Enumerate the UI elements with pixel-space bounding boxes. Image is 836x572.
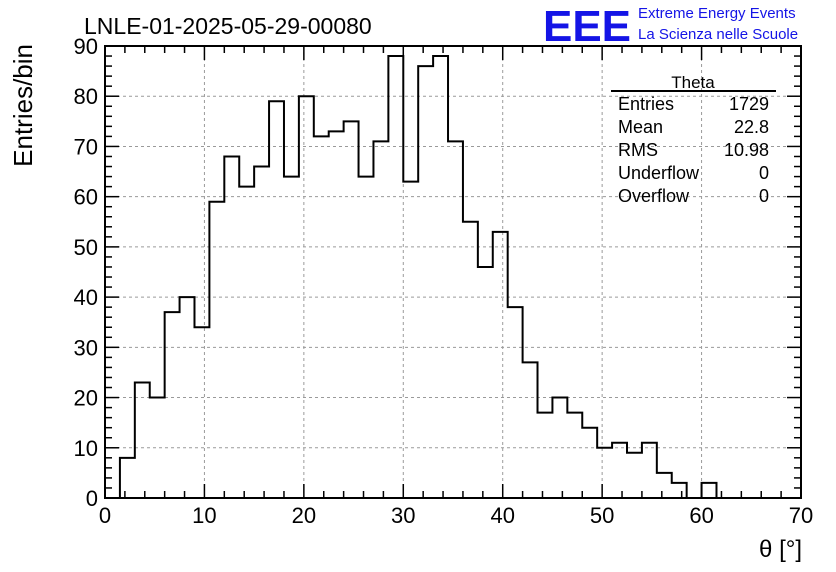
y-tick-label: 80 <box>74 84 98 109</box>
y-axis-label: Entries/bin <box>8 44 38 167</box>
stats-row-value: 22.8 <box>734 117 769 137</box>
stats-row-value: 1729 <box>729 94 769 114</box>
y-tick-label: 70 <box>74 134 98 159</box>
x-axis-label: θ [°] <box>759 536 802 563</box>
stats-rows: Entries 1729 Mean 22.8 RMS 10.98 Underflow 0 Ove… <box>618 94 769 206</box>
stats-row-label: Underflow <box>618 163 700 183</box>
histogram-line <box>118 55 718 499</box>
stats-box: Theta Entries 1729 Mean 22.8 RMS 10.98 Underfl… <box>611 73 776 206</box>
x-tick-label: 10 <box>192 503 216 528</box>
x-tick-label: 40 <box>490 503 514 528</box>
y-tick-label: 10 <box>74 436 98 461</box>
stats-row-label: Overflow <box>618 186 690 206</box>
y-tick-label: 30 <box>74 335 98 360</box>
eee-logo-line2: La Scienza nelle Scuole <box>638 26 798 43</box>
stats-row-value: 10.98 <box>724 140 769 160</box>
stats-row-label: Entries <box>618 94 674 114</box>
y-tick-label: 90 <box>74 34 98 59</box>
stats-row-label: RMS <box>618 140 658 160</box>
y-tick-label: 0 <box>86 486 98 511</box>
x-tick-label: 20 <box>292 503 316 528</box>
y-tick-label: 40 <box>74 285 98 310</box>
stats-row-value: 0 <box>759 186 769 206</box>
eee-logo-mark: EEE <box>543 2 631 51</box>
plot-frame <box>104 45 802 499</box>
axis-ticks <box>104 45 802 499</box>
stats-row-label: Mean <box>618 117 663 137</box>
eee-logo: EEE Extreme Energy Events La Scienza nel… <box>543 2 798 51</box>
y-tick-label: 60 <box>74 185 98 210</box>
x-tick-label: 70 <box>789 503 813 528</box>
eee-logo-line1: Extreme Energy Events <box>638 5 796 22</box>
stats-row-value: 0 <box>759 163 769 183</box>
x-tick-label: 50 <box>590 503 614 528</box>
x-tick-labels: 0 10 20 30 40 50 60 70 <box>99 503 813 528</box>
y-tick-labels: 0 10 20 30 40 50 60 70 80 90 <box>74 34 98 511</box>
y-tick-label: 50 <box>74 235 98 260</box>
x-tick-label: 30 <box>391 503 415 528</box>
chart-title: LNLE-01-2025-05-29-00080 <box>84 13 372 39</box>
stats-title: Theta <box>671 73 715 92</box>
x-tick-label: 0 <box>99 503 111 528</box>
grid <box>105 46 801 498</box>
y-tick-label: 20 <box>74 386 98 411</box>
x-tick-label: 60 <box>689 503 713 528</box>
